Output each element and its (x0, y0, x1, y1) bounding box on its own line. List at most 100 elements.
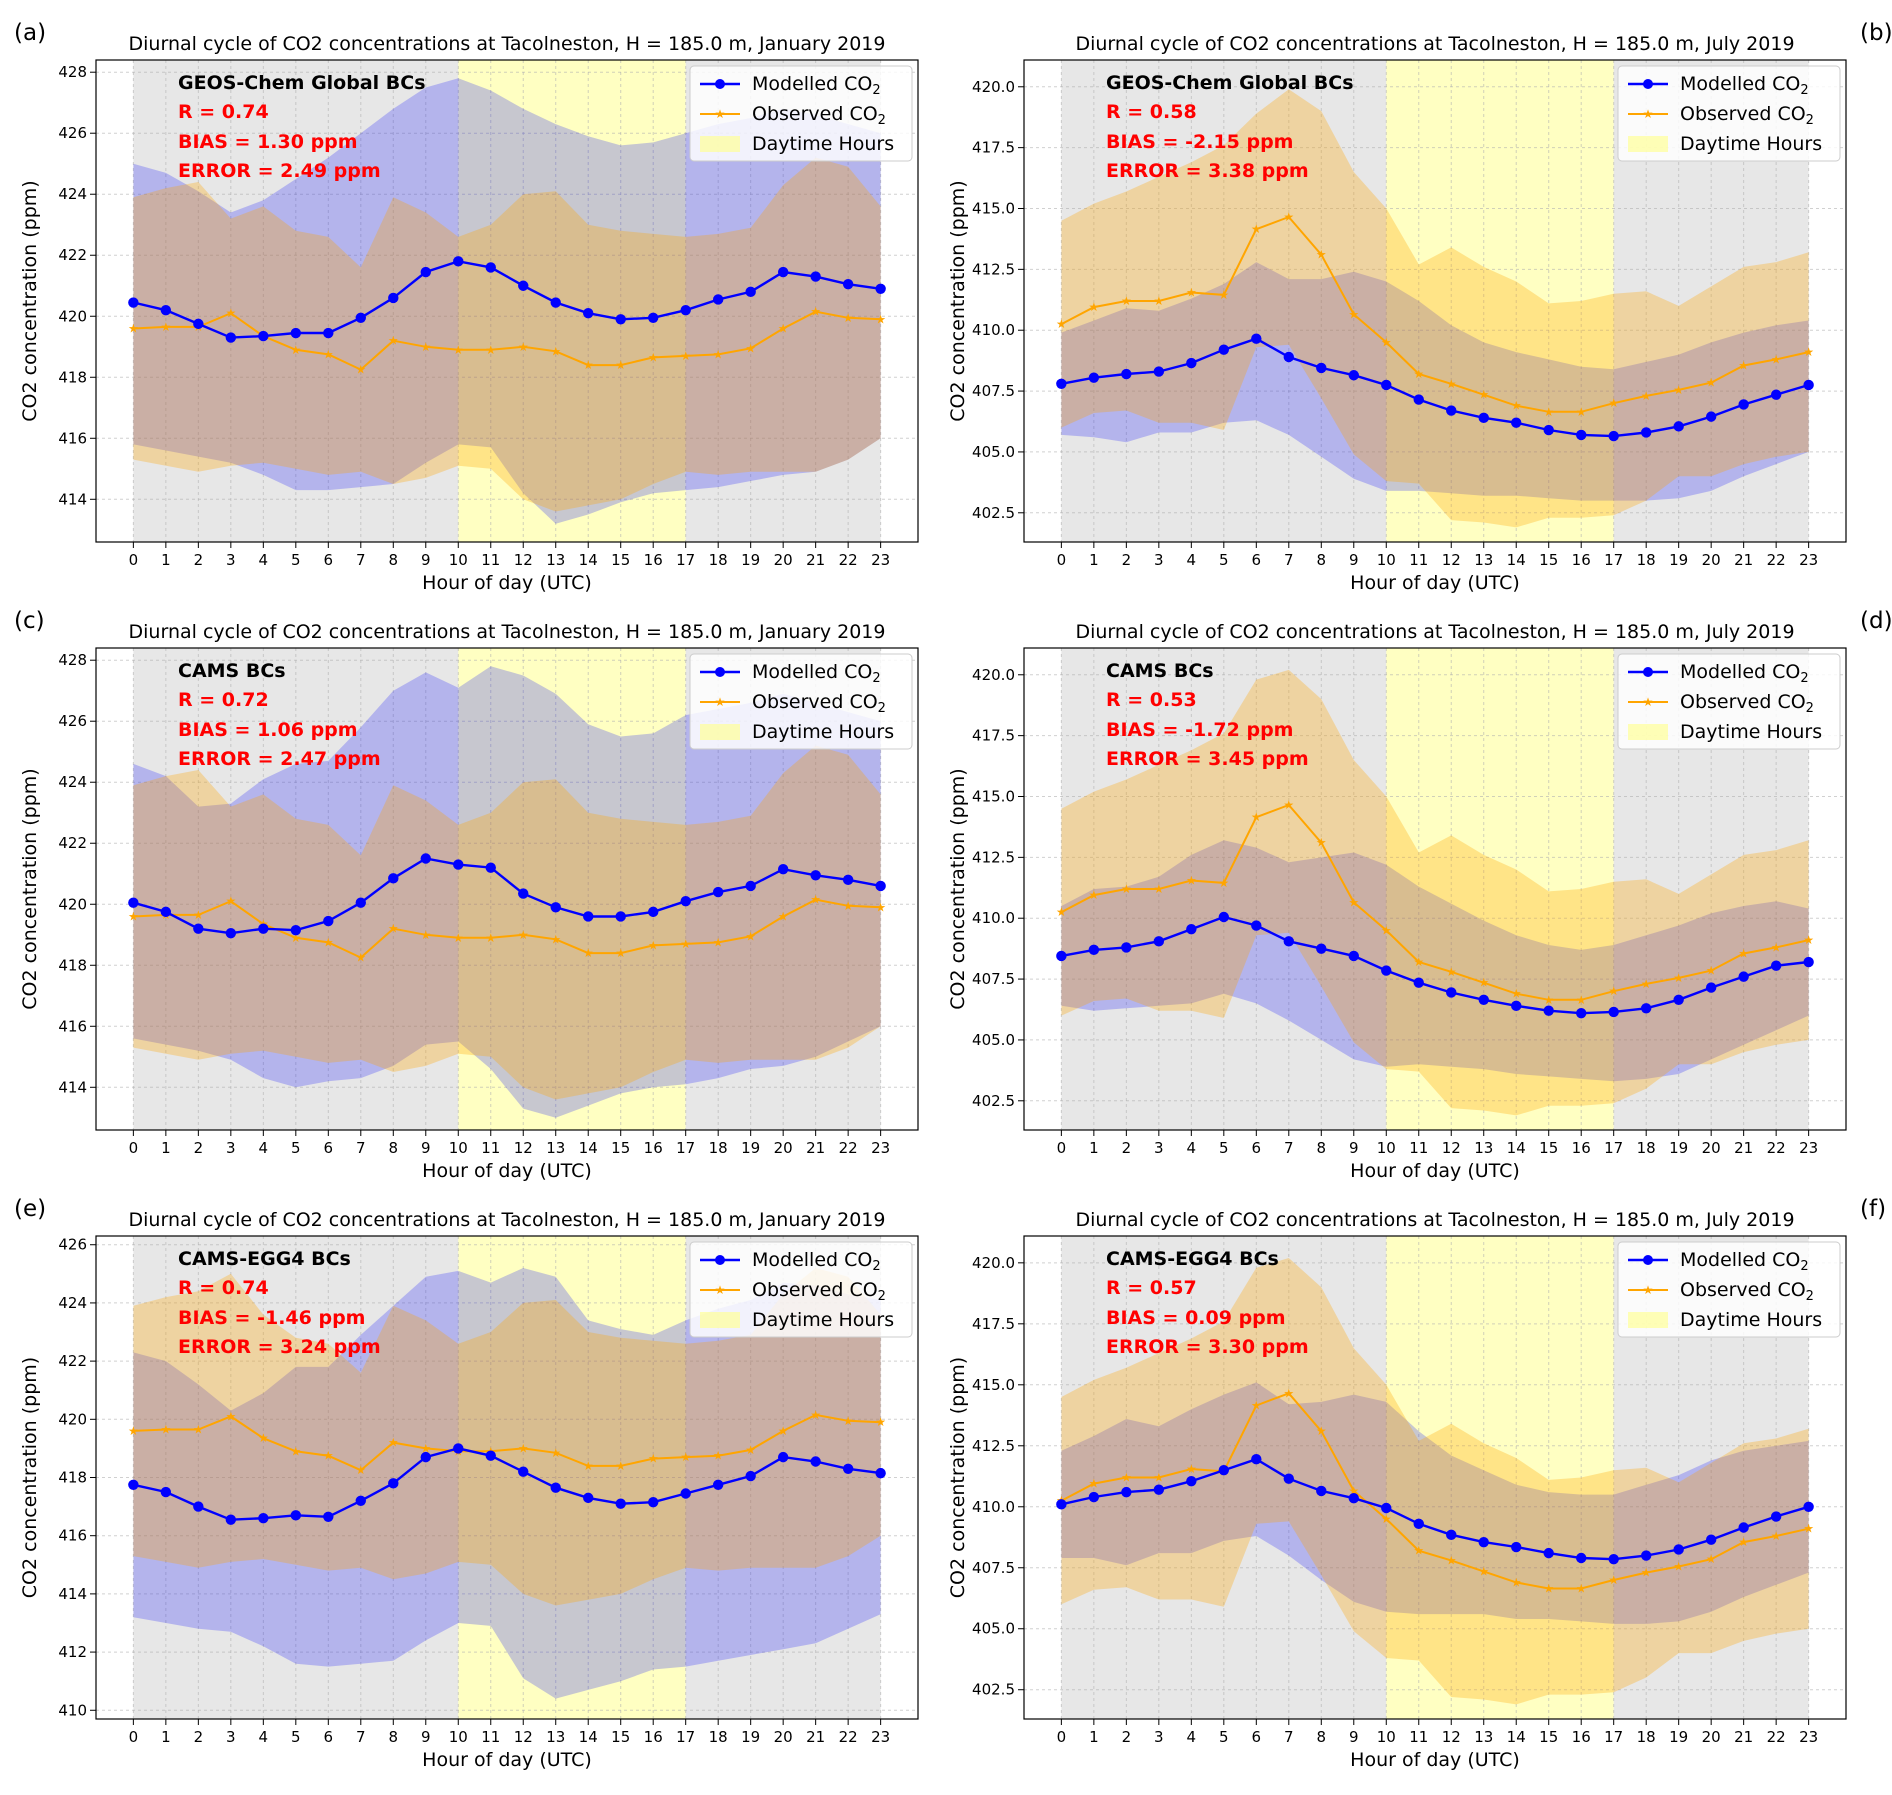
modelled-co2-point (1218, 911, 1230, 923)
modelled-co2-point (875, 1467, 886, 1479)
y-tick-label: 422 (58, 246, 87, 264)
modelled-co2-point (1056, 950, 1067, 962)
legend-daytime-swatch (1628, 136, 1668, 152)
modelled-co2-point (1478, 1536, 1489, 1548)
x-tick-label: 5 (291, 1728, 301, 1746)
legend-modelled-marker (1643, 667, 1653, 677)
observed-co2-point: ★ (225, 1409, 236, 1423)
modelled-co2-point (1446, 987, 1457, 998)
observed-co2-point: ★ (1803, 933, 1814, 947)
legend-observed-marker: ★ (715, 695, 726, 709)
legend-daytime-label: Daytime Hours (752, 133, 894, 155)
y-tick-label: 405.0 (972, 1620, 1015, 1638)
x-tick-label: 13 (546, 551, 565, 569)
modelled-co2-point (745, 286, 756, 298)
modelled-co2-point (1543, 1005, 1554, 1016)
observed-co2-point: ★ (323, 347, 334, 361)
plot-area: ★★★★★★★★★★★★★★★★★★★★★★★★ (96, 1236, 918, 1719)
modelled-co2-point (1770, 1511, 1782, 1522)
observed-co2-point: ★ (1446, 377, 1457, 391)
modelled-uncertainty-band (1061, 1382, 1809, 1624)
observed-co2-point: ★ (1771, 940, 1782, 954)
modelled-co2-point (1121, 1486, 1132, 1498)
x-tick-label: 12 (1442, 1728, 1461, 1746)
legend-observed-label: Observed CO2 (1680, 691, 1814, 716)
observed-co2-point: ★ (1088, 888, 1099, 902)
modelled-co2-point (680, 896, 691, 907)
observed-co2-point: ★ (1186, 873, 1197, 887)
modelled-co2-point (355, 897, 366, 908)
x-tick-label: 8 (389, 1139, 399, 1157)
x-tick-label: 11 (1409, 551, 1428, 569)
x-tick-label: 10 (449, 551, 468, 569)
chart-panel-e: ★★★★★★★★★★★★★★★★★★★★★★★★4104124144164184… (14, 1196, 919, 1771)
x-tick-label: 0 (129, 1728, 139, 1746)
observed-co2-point: ★ (1576, 993, 1587, 1007)
x-tick-label: 23 (871, 1728, 890, 1746)
x-tick-label: 19 (1669, 1139, 1688, 1157)
modelled-co2-point (1088, 1491, 1100, 1503)
legend-daytime-swatch (700, 724, 740, 740)
modelled-co2-point (1803, 956, 1814, 968)
modelled-co2-point (1316, 943, 1327, 954)
modelled-co2-point (1608, 430, 1619, 442)
y-tick-label: 420 (58, 307, 87, 325)
stats-error: ERROR = 3.30 ppm (1106, 1336, 1309, 1358)
x-tick-label: 23 (871, 551, 890, 569)
observed-co2-point: ★ (355, 951, 366, 965)
x-tick-label: 2 (1122, 1139, 1132, 1157)
x-tick-label: 14 (579, 551, 598, 569)
observed-co2-point: ★ (1706, 376, 1717, 390)
modelled-co2-point (1446, 1529, 1457, 1541)
observed-co2-point: ★ (680, 937, 691, 951)
observed-co2-point: ★ (1088, 1477, 1099, 1491)
legend-observed-label: Observed CO2 (1680, 103, 1814, 128)
observed-co2-point: ★ (1251, 810, 1262, 824)
x-tick-label: 20 (774, 551, 793, 569)
legend: Modelled CO2 ★ Observed CO2 Daytime Hours (1617, 1241, 1841, 1338)
modelled-co2-point (453, 256, 464, 267)
modelled-co2-point (1738, 1522, 1749, 1533)
observed-co2-point: ★ (713, 1449, 724, 1463)
modelled-co2-point (1121, 942, 1132, 953)
modelled-co2-point (777, 1451, 789, 1463)
observed-co2-point: ★ (1056, 905, 1067, 919)
stats-bias: BIAS = 1.06 ppm (178, 719, 358, 741)
y-tick-label: 417.5 (972, 1315, 1015, 1333)
legend-daytime-label: Daytime Hours (752, 721, 894, 743)
observed-co2-point: ★ (550, 932, 561, 946)
y-axis-label: CO2 concentration (ppm) (947, 768, 969, 1009)
y-tick-label: 426 (58, 712, 87, 730)
daytime-shading (1386, 1236, 1614, 1719)
modelled-co2-point (1381, 1502, 1392, 1514)
legend-observed-label: Observed CO2 (1680, 1279, 1814, 1304)
stats-bias: BIAS = -1.72 ppm (1106, 719, 1293, 741)
chart-title: Diurnal cycle of CO2 concentrations at T… (129, 1209, 886, 1231)
observed-co2-point: ★ (1316, 248, 1327, 262)
y-tick-label: 428 (58, 63, 87, 81)
legend: Modelled CO2 ★ Observed CO2 Daytime Hours (689, 65, 913, 162)
observed-co2-point: ★ (713, 935, 724, 949)
observed-uncertainty-band (1061, 669, 1809, 1116)
legend-daytime-label: Daytime Hours (1680, 721, 1822, 743)
x-tick-label: 2 (194, 551, 204, 569)
x-tick-label: 1 (161, 551, 171, 569)
x-tick-label: 12 (514, 551, 533, 569)
observed-co2-point: ★ (128, 1424, 139, 1438)
modelled-co2-point (453, 1443, 464, 1454)
modelled-co2-point (388, 1478, 399, 1489)
modelled-co2-point (1640, 1550, 1652, 1561)
x-tick-label: 4 (259, 1728, 269, 1746)
chart-title: Diurnal cycle of CO2 concentrations at T… (129, 33, 886, 55)
modelled-co2-point (615, 911, 626, 922)
x-tick-label: 10 (1377, 1728, 1396, 1746)
y-tick-label: 420.0 (972, 666, 1015, 684)
observed-co2-line (133, 1413, 881, 1472)
modelled-co2-point (1738, 971, 1749, 982)
observed-co2-point: ★ (518, 928, 529, 942)
observed-co2-point: ★ (550, 1446, 561, 1460)
legend-daytime-label: Daytime Hours (1680, 133, 1822, 155)
modelled-co2-point (1803, 379, 1814, 391)
legend-modelled-label: Modelled CO2 (1680, 1249, 1809, 1274)
